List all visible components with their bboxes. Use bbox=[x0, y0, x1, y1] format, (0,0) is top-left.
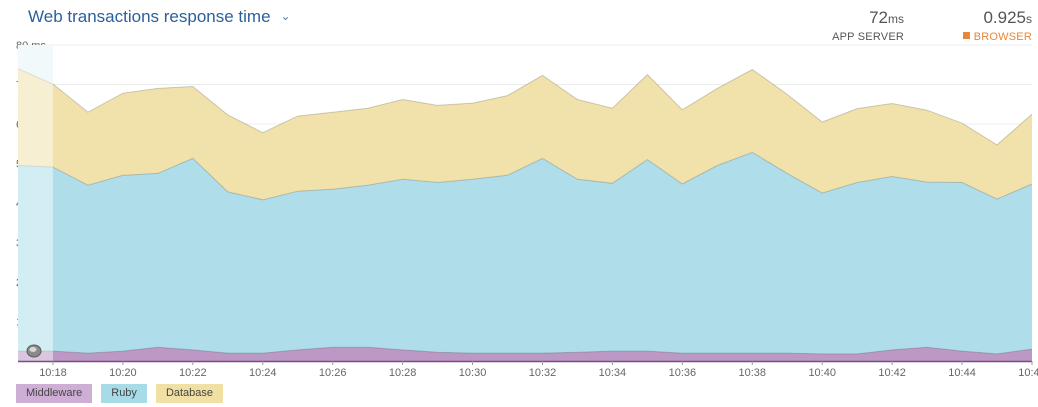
hover-highlight-overlay bbox=[18, 45, 53, 361]
x-tick-label: 10:28 bbox=[389, 367, 417, 379]
browser-unit: s bbox=[1026, 12, 1032, 26]
x-tick-label: 10:30 bbox=[459, 367, 487, 379]
chart-areas bbox=[17, 45, 1033, 361]
browser-label-row: BROWSER bbox=[962, 31, 1032, 43]
legend-item-middleware[interactable]: Middleware bbox=[16, 384, 93, 403]
chart-title: Web transactions response time bbox=[28, 7, 271, 26]
series-line-ruby bbox=[17, 151, 1033, 201]
app-server-value: 72 bbox=[869, 8, 888, 27]
legend-item-ruby[interactable]: Ruby bbox=[101, 384, 147, 403]
area-middleware[interactable] bbox=[18, 347, 1032, 361]
series-line-database bbox=[17, 68, 1033, 146]
browser-value: 0.925 bbox=[983, 8, 1026, 27]
legend-item-database[interactable]: Database bbox=[155, 384, 224, 403]
chart-legend: Middleware Ruby Database bbox=[16, 384, 224, 403]
x-tick-label: 10:34 bbox=[599, 367, 627, 379]
x-tick-label: 10:44 bbox=[948, 367, 976, 379]
browser-label: BROWSER bbox=[973, 31, 1032, 43]
x-tick-label: 10:26 bbox=[319, 367, 347, 379]
x-tick-label: 10:36 bbox=[669, 367, 697, 379]
browser-metric[interactable]: 0.925s BROWSER bbox=[962, 8, 1032, 43]
x-tick-label: 10:24 bbox=[249, 367, 277, 379]
handle-knob-shine bbox=[29, 347, 37, 352]
chart-title-dropdown[interactable]: Web transactions response time ⌄ bbox=[28, 7, 291, 27]
x-tick-label: 10:46 bbox=[1018, 367, 1038, 379]
x-tick-label: 10:38 bbox=[739, 367, 767, 379]
area-database[interactable] bbox=[18, 68, 1032, 200]
x-tick-label: 10:32 bbox=[529, 367, 557, 379]
area-ruby[interactable] bbox=[18, 152, 1032, 354]
browser-color-swatch bbox=[962, 32, 970, 39]
app-server-label: APP SERVER bbox=[832, 31, 904, 43]
app-server-metric: 72ms APP SERVER bbox=[832, 8, 904, 43]
x-tick-label: 10:42 bbox=[878, 367, 906, 379]
time-range-handle-icon[interactable] bbox=[26, 344, 42, 358]
chevron-down-icon[interactable]: ⌄ bbox=[280, 9, 291, 23]
app-server-unit: ms bbox=[888, 12, 904, 26]
x-tick-label: 10:18 bbox=[39, 367, 67, 379]
series-line-middleware bbox=[18, 346, 1033, 355]
x-tick-label: 10:20 bbox=[109, 367, 137, 379]
x-axis-ticks: 10:18 10:20 10:22 10:24 10:26 10:28 10:30 10:32… bbox=[39, 361, 1038, 379]
x-tick-label: 10:40 bbox=[808, 367, 836, 379]
x-tick-label: 10:22 bbox=[179, 367, 207, 379]
